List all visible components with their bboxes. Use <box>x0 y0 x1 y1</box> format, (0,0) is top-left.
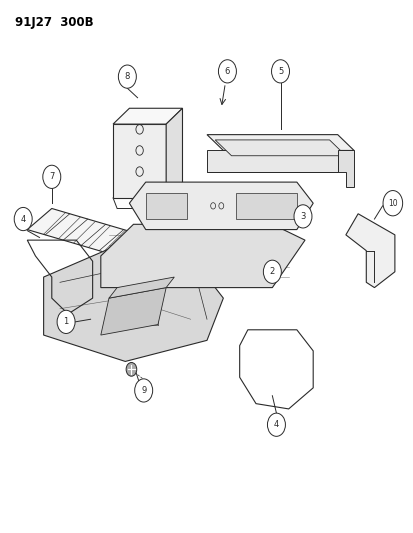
Text: 4: 4 <box>273 420 278 429</box>
Circle shape <box>14 207 32 231</box>
Circle shape <box>43 165 61 189</box>
Text: 4: 4 <box>21 214 26 223</box>
Text: 7: 7 <box>49 172 55 181</box>
Text: 2: 2 <box>269 267 274 276</box>
Circle shape <box>218 60 236 83</box>
Text: 8: 8 <box>124 72 130 81</box>
Circle shape <box>263 260 281 284</box>
Polygon shape <box>100 288 166 335</box>
Text: 5: 5 <box>277 67 282 76</box>
Polygon shape <box>206 150 337 172</box>
Text: 1: 1 <box>63 317 69 326</box>
Polygon shape <box>109 277 174 298</box>
Polygon shape <box>113 108 182 124</box>
Polygon shape <box>27 208 141 256</box>
Polygon shape <box>235 192 296 219</box>
Polygon shape <box>166 108 182 198</box>
Text: 9: 9 <box>141 386 146 395</box>
Circle shape <box>126 362 136 376</box>
Text: 3: 3 <box>299 212 305 221</box>
Polygon shape <box>129 182 313 230</box>
Polygon shape <box>100 224 304 288</box>
Polygon shape <box>145 192 186 219</box>
Text: 10: 10 <box>387 199 397 208</box>
Circle shape <box>134 379 152 402</box>
Circle shape <box>57 310 75 334</box>
Text: 6: 6 <box>224 67 230 76</box>
Polygon shape <box>345 214 394 288</box>
Circle shape <box>118 65 136 88</box>
Circle shape <box>293 205 311 228</box>
Circle shape <box>267 413 285 437</box>
Polygon shape <box>43 245 223 361</box>
Text: 91J27  300B: 91J27 300B <box>15 16 93 29</box>
Polygon shape <box>206 135 353 150</box>
Polygon shape <box>215 140 345 156</box>
Circle shape <box>271 60 289 83</box>
Polygon shape <box>337 150 353 188</box>
Circle shape <box>382 191 402 216</box>
Polygon shape <box>113 124 166 198</box>
